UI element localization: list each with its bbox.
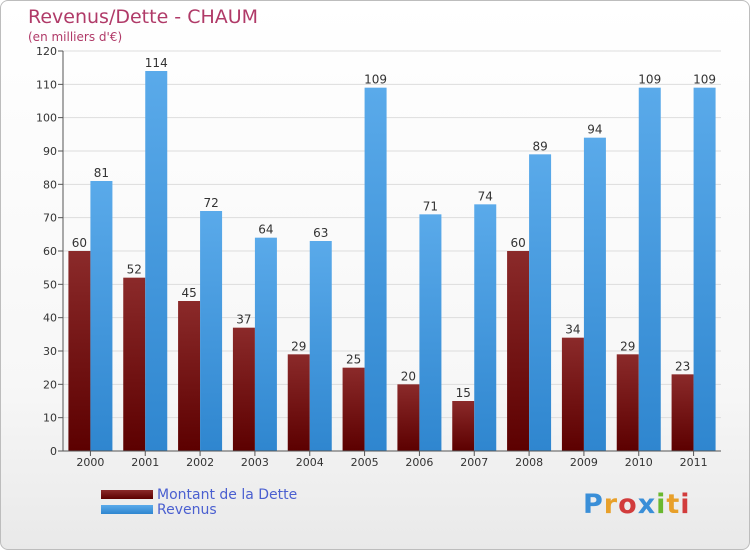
x-tick-label: 2010 xyxy=(625,456,653,469)
y-tick-label: 50 xyxy=(43,278,57,291)
data-label-revenue-2010: 109 xyxy=(638,73,661,87)
x-axis: 2000 2001 2002 2003 2004 2005 2006 2007 2008 2009… xyxy=(63,450,721,469)
data-label-revenue-2007: 74 xyxy=(478,189,493,203)
data-label-debt-2000: 60 xyxy=(72,236,87,250)
data-label-debt-2004: 29 xyxy=(291,339,306,353)
y-tick-label: 80 xyxy=(43,178,57,191)
data-label-debt-2010: 29 xyxy=(620,339,635,353)
y-tick-label: 100 xyxy=(36,112,57,125)
data-label-revenue-2001: 114 xyxy=(145,56,168,70)
legend-label-debt: Montant de la Dette xyxy=(157,486,298,503)
y-tick-label: 0 xyxy=(50,445,57,458)
legend-swatch-debt xyxy=(101,490,153,499)
y-tick-label: 60 xyxy=(43,245,57,258)
y-tick-label: 120 xyxy=(36,45,57,58)
data-label-debt-2001: 52 xyxy=(127,263,142,277)
data-label-revenue-2000: 81 xyxy=(94,166,109,180)
bar-debt-2010 xyxy=(616,354,639,451)
bar-debt-2004 xyxy=(287,354,310,451)
y-tick-label: 10 xyxy=(43,412,57,425)
gridlines xyxy=(63,50,721,452)
x-tick-label: 2000 xyxy=(76,456,104,469)
data-label-revenue-2002: 72 xyxy=(203,196,218,210)
bar-debt-2006 xyxy=(397,384,420,451)
bar-debt-2005 xyxy=(342,367,365,451)
x-tick-label: 2004 xyxy=(296,456,324,469)
x-tick-label: 2006 xyxy=(405,456,433,469)
y-tick-label: 90 xyxy=(43,145,57,158)
bar-debt-2002 xyxy=(178,301,201,451)
bar-revenue-2009 xyxy=(583,137,606,451)
x-tick-label: 2002 xyxy=(186,456,214,469)
x-tick-label: 2008 xyxy=(515,456,543,469)
y-tick-label: 70 xyxy=(43,212,57,225)
chart-title: Revenus/Dette - CHAUM xyxy=(28,6,259,28)
data-label-debt-2002: 45 xyxy=(181,286,196,300)
x-tick-label: 2011 xyxy=(680,456,708,469)
legend-label-revenue: Revenus xyxy=(157,501,217,518)
bar-debt-2003 xyxy=(232,327,255,451)
data-label-revenue-2011: 109 xyxy=(693,73,716,87)
bar-revenue-2003 xyxy=(254,237,277,451)
bar-revenue-2002 xyxy=(200,211,223,451)
x-tick-label: 2009 xyxy=(570,456,598,469)
y-tick-label: 40 xyxy=(43,312,57,325)
bar-revenue-2007 xyxy=(474,204,497,451)
y-tick-label: 30 xyxy=(43,345,57,358)
bars: 60 81 52 114 45 72 37 64 29 63 25 109 20 71 15 74 60 89 34… xyxy=(68,56,716,452)
data-label-revenue-2004: 63 xyxy=(313,226,328,240)
bar-revenue-2008 xyxy=(529,154,552,452)
data-label-revenue-2003: 64 xyxy=(258,223,273,237)
y-tick-label: 20 xyxy=(43,378,57,391)
data-label-debt-2005: 25 xyxy=(346,353,361,367)
bar-revenue-2010 xyxy=(638,87,661,452)
x-tick-label: 2001 xyxy=(131,456,159,469)
data-label-revenue-2005: 109 xyxy=(364,73,387,87)
bar-debt-2001 xyxy=(123,277,146,451)
chart-subtitle: (en milliers d'€) xyxy=(28,30,123,44)
data-label-debt-2011: 23 xyxy=(675,359,690,373)
data-label-debt-2003: 37 xyxy=(236,313,251,327)
bar-debt-2009 xyxy=(561,337,584,451)
bar-revenue-2011 xyxy=(693,87,716,452)
data-label-debt-2006: 20 xyxy=(401,369,416,383)
data-label-revenue-2008: 89 xyxy=(532,139,547,153)
data-label-debt-2007: 15 xyxy=(456,386,471,400)
data-label-revenue-2006: 71 xyxy=(423,199,438,213)
data-label-debt-2008: 60 xyxy=(510,236,525,250)
legend-swatch-revenue xyxy=(101,505,153,514)
bar-debt-2008 xyxy=(507,251,530,451)
x-tick-label: 2003 xyxy=(241,456,269,469)
bar-revenue-2005 xyxy=(364,87,387,452)
y-axis: 0 10 20 30 40 50 60 70 80 90 100 110 120 xyxy=(36,45,64,458)
legend-item-revenue: Revenus xyxy=(101,501,297,518)
bar-debt-2007 xyxy=(452,401,475,451)
proxiti-logo: Proxiti xyxy=(583,489,691,520)
bar-revenue-2001 xyxy=(145,71,168,451)
bar-revenue-2006 xyxy=(419,214,442,451)
bar-revenue-2000 xyxy=(90,181,113,451)
legend: Montant de la Dette Revenus xyxy=(101,486,298,518)
legend-item-debt: Montant de la Dette xyxy=(101,486,298,503)
data-label-debt-2009: 34 xyxy=(565,323,580,337)
x-tick-label: 2005 xyxy=(351,456,379,469)
bar-debt-2000 xyxy=(68,251,91,451)
bar-revenue-2004 xyxy=(309,241,332,451)
y-tick-label: 110 xyxy=(36,78,57,91)
bar-debt-2011 xyxy=(671,374,694,451)
x-tick-label: 2007 xyxy=(460,456,488,469)
data-label-revenue-2009: 94 xyxy=(587,123,602,137)
